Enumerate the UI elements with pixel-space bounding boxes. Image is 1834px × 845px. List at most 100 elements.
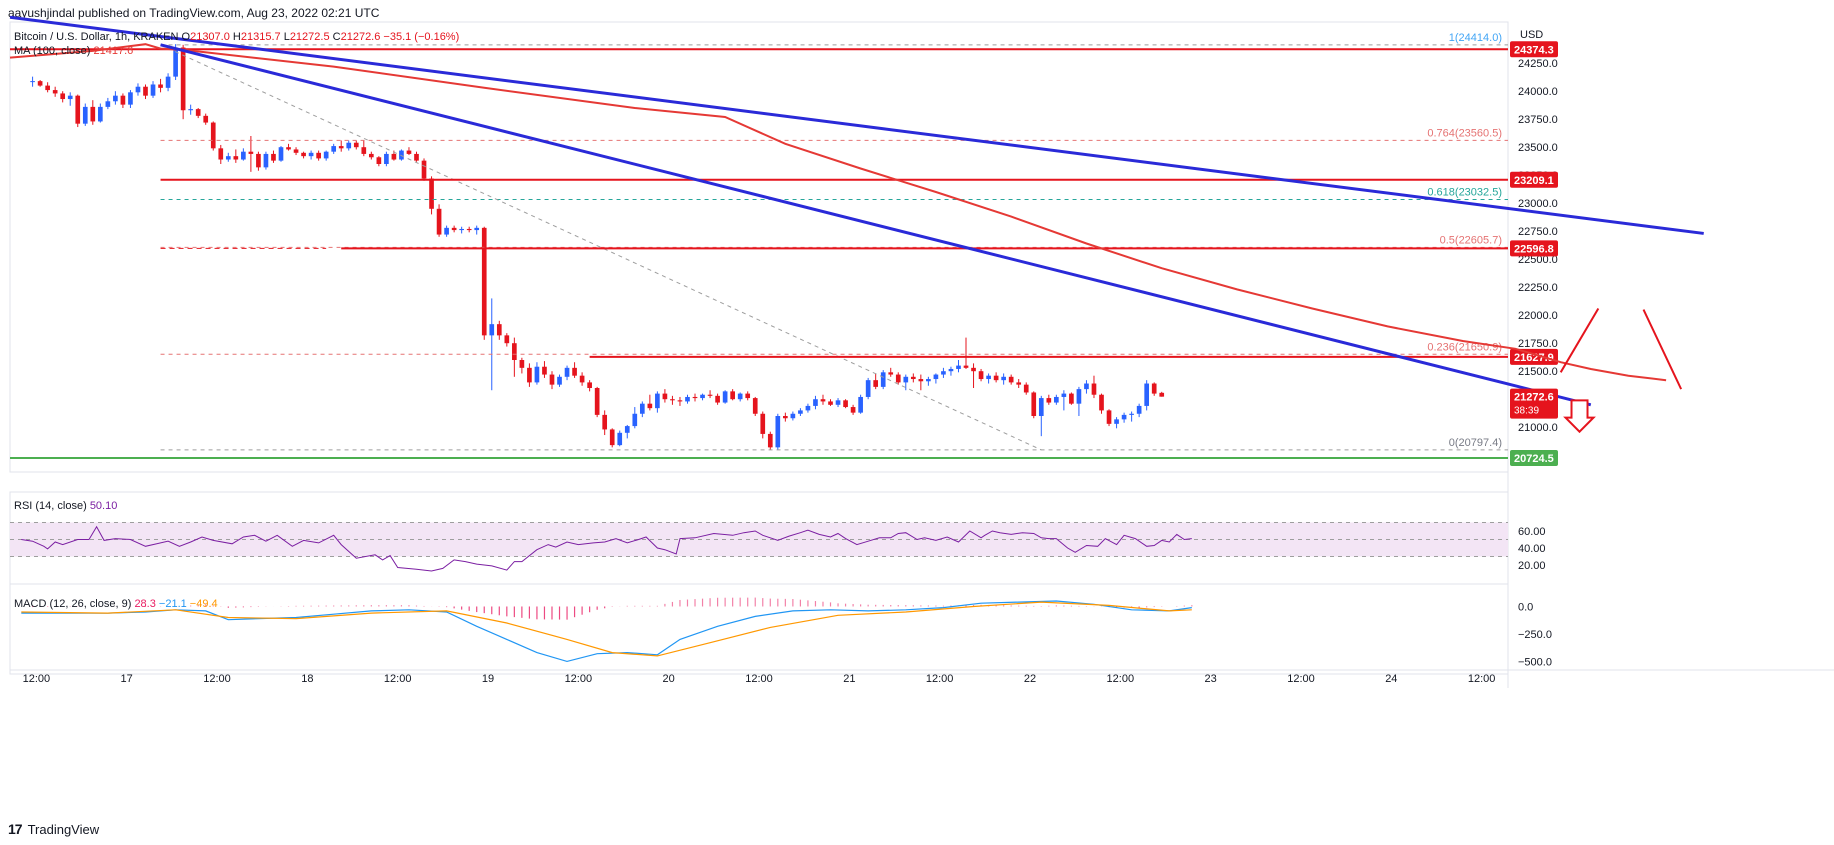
candle[interactable] <box>519 357 525 374</box>
candle[interactable] <box>910 373 916 383</box>
candle[interactable] <box>474 225 480 235</box>
candle[interactable] <box>271 150 276 163</box>
candle[interactable] <box>1069 392 1074 405</box>
candle[interactable] <box>180 44 186 120</box>
candle[interactable] <box>527 363 532 387</box>
candle[interactable] <box>1136 403 1142 418</box>
candle[interactable] <box>105 97 111 110</box>
candle[interactable] <box>956 360 961 373</box>
candle[interactable] <box>903 374 909 391</box>
candle[interactable] <box>655 391 660 413</box>
candle[interactable] <box>90 100 96 125</box>
candle[interactable] <box>1016 379 1022 388</box>
candle[interactable] <box>1106 409 1112 427</box>
candle[interactable] <box>1031 391 1037 419</box>
candle[interactable] <box>82 103 88 126</box>
candle[interactable] <box>624 424 630 439</box>
candle[interactable] <box>609 428 615 448</box>
candle[interactable] <box>707 390 713 399</box>
candle[interactable] <box>918 374 924 391</box>
candle[interactable] <box>1038 395 1044 437</box>
candle[interactable] <box>368 151 374 160</box>
candle[interactable] <box>496 320 502 340</box>
candle[interactable] <box>1099 393 1104 414</box>
candle[interactable] <box>67 92 73 106</box>
candle[interactable] <box>218 144 224 164</box>
candle[interactable] <box>135 83 141 96</box>
candle[interactable] <box>978 368 984 382</box>
fib-diagonal-line[interactable] <box>160 44 1042 451</box>
candle[interactable] <box>767 431 773 450</box>
candle[interactable] <box>820 394 826 405</box>
candle[interactable] <box>338 140 344 152</box>
candle[interactable] <box>376 156 382 167</box>
candle[interactable] <box>873 373 879 390</box>
candle[interactable] <box>459 226 464 234</box>
candle[interactable] <box>1129 411 1134 422</box>
candle[interactable] <box>715 393 720 405</box>
candle[interactable] <box>858 394 863 414</box>
candle[interactable] <box>775 413 781 450</box>
candle[interactable] <box>1023 382 1029 395</box>
candle[interactable] <box>1159 391 1165 397</box>
candle[interactable] <box>1008 374 1014 385</box>
macd-pane[interactable] <box>9 583 1509 675</box>
candle[interactable] <box>241 148 246 161</box>
candle[interactable] <box>926 376 931 386</box>
candle[interactable] <box>188 104 193 115</box>
candle[interactable] <box>790 411 796 421</box>
candle[interactable] <box>1151 382 1157 396</box>
candle[interactable] <box>579 372 585 386</box>
candle[interactable] <box>587 380 592 392</box>
candle[interactable] <box>120 93 126 108</box>
candle[interactable] <box>828 399 833 406</box>
candle[interactable] <box>466 226 472 233</box>
candle[interactable] <box>399 149 404 161</box>
candle[interactable] <box>880 370 886 390</box>
candle[interactable] <box>617 430 623 447</box>
candle[interactable] <box>813 395 818 410</box>
candle[interactable] <box>278 146 284 162</box>
candle[interactable] <box>662 389 668 403</box>
candle[interactable] <box>557 374 562 387</box>
candle[interactable] <box>865 377 871 400</box>
candle[interactable] <box>948 366 954 376</box>
projection-down-line[interactable] <box>1642 309 1683 390</box>
candle[interactable] <box>971 363 976 388</box>
candle[interactable] <box>263 151 269 170</box>
candle[interactable] <box>542 361 547 378</box>
candle[interactable] <box>421 158 427 181</box>
candle[interactable] <box>512 337 517 377</box>
candle[interactable] <box>128 90 133 108</box>
candle[interactable] <box>737 392 743 402</box>
candle[interactable] <box>798 408 803 416</box>
candle[interactable] <box>1144 380 1150 411</box>
candle[interactable] <box>850 404 856 415</box>
candle[interactable] <box>45 82 50 93</box>
candle[interactable] <box>481 226 487 340</box>
candle[interactable] <box>429 176 434 215</box>
candle[interactable] <box>1121 412 1127 423</box>
candle[interactable] <box>451 225 457 233</box>
candle[interactable] <box>203 113 209 125</box>
candle[interactable] <box>346 140 352 151</box>
rsi-legend[interactable]: RSI (14, close) 50.10 <box>14 500 117 512</box>
candle[interactable] <box>361 140 367 157</box>
candle[interactable] <box>210 121 216 151</box>
candle[interactable] <box>75 94 81 128</box>
candle[interactable] <box>30 76 35 87</box>
candle[interactable] <box>113 91 118 105</box>
candle[interactable] <box>256 151 261 171</box>
tradingview-footer[interactable]: 17 TradingView <box>8 821 99 837</box>
candle[interactable] <box>1046 394 1052 405</box>
candle[interactable] <box>670 395 675 405</box>
candle[interactable] <box>594 386 600 418</box>
candle[interactable] <box>225 152 231 162</box>
candle[interactable] <box>730 389 735 401</box>
ma-legend[interactable]: MA (100, close) 21417.6 <box>14 45 133 57</box>
trend-upper[interactable] <box>9 15 1704 235</box>
candle[interactable] <box>489 298 495 391</box>
candle[interactable] <box>639 401 645 418</box>
macd-legend[interactable]: MACD (12, 26, close, 9) 28.3 −21.1 −49.4 <box>14 598 218 610</box>
candle[interactable] <box>534 362 540 385</box>
